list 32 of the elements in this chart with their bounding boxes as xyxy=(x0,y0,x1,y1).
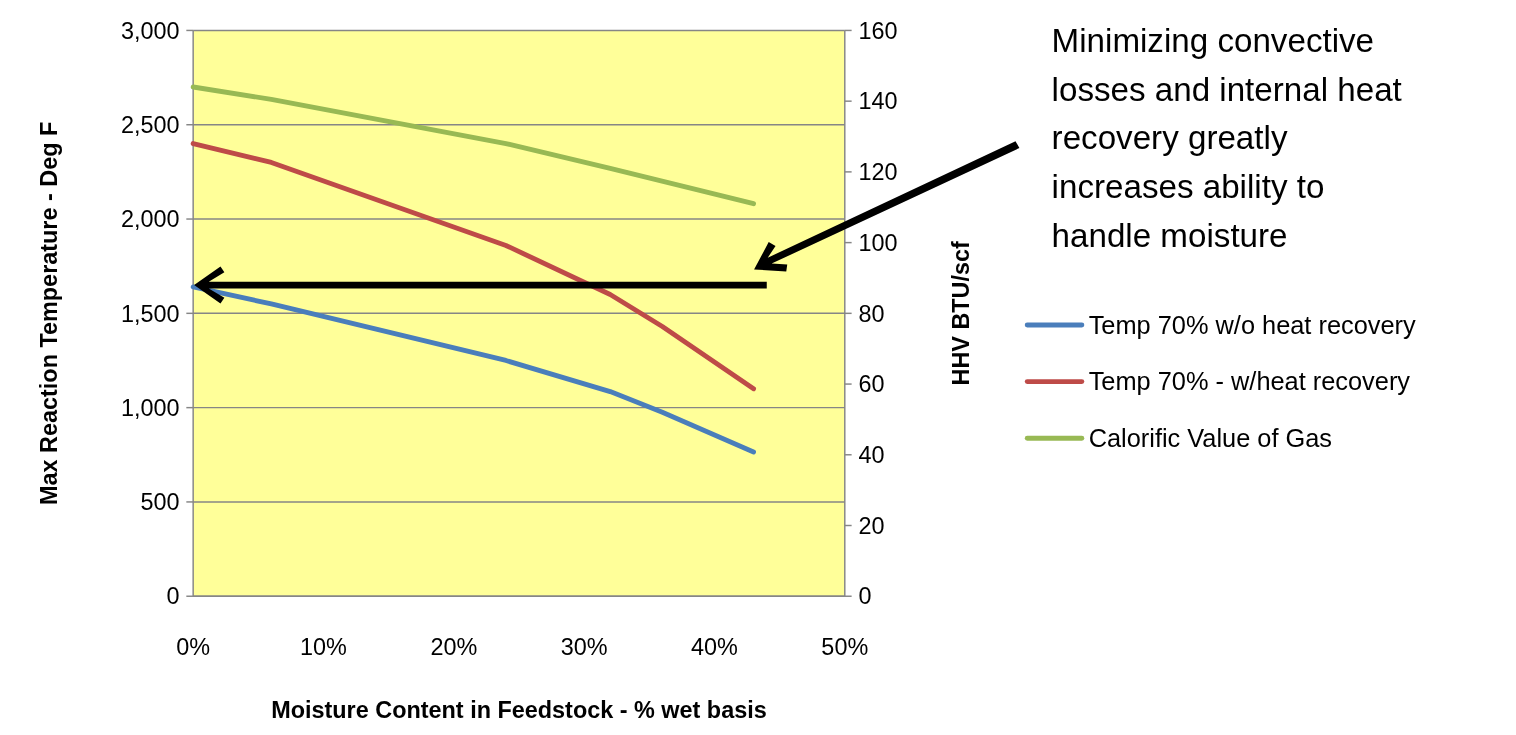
legend-label: Temp 70% - w/heat recovery xyxy=(1088,367,1411,396)
x-tick-label: 20% xyxy=(430,633,478,660)
y2-tick-label: 100 xyxy=(858,229,898,256)
x-axis-title: Moisture Content in Feedstock - % wet basis xyxy=(271,697,767,724)
line-series xyxy=(190,84,757,207)
x-tick-label: 40% xyxy=(691,633,738,660)
line-series xyxy=(190,141,757,392)
y-tick-label: 2,000 xyxy=(120,206,180,233)
y2-tick-label: 80 xyxy=(858,300,885,327)
legend-label: Temp 70% w/o heat recovery xyxy=(1088,310,1416,339)
y-tick-label: 0 xyxy=(166,583,180,610)
y2-tick-label: 0 xyxy=(858,583,872,610)
y2-tick-label: 120 xyxy=(858,159,898,186)
x-tick-label: 50% xyxy=(821,633,869,660)
y2-axis-title: HHV BTU/scf xyxy=(947,240,974,386)
y-tick-label: 3,000 xyxy=(120,17,180,44)
x-tick-label: 30% xyxy=(560,633,608,660)
y2-tick-label: 20 xyxy=(858,512,885,539)
x-tick-label: 10% xyxy=(300,633,347,660)
text: Minimizing convective losses and internal heat recovery greatly increases ability to handle moisture xyxy=(1051,21,1402,254)
y2-tick-label: 60 xyxy=(858,371,885,398)
y2-tick-label: 160 xyxy=(858,17,898,44)
legend-label: Calorific Value of Gas xyxy=(1088,424,1333,453)
y2-tick-label: 40 xyxy=(858,441,885,468)
y-tick-label: 500 xyxy=(140,489,180,516)
y-axis-title: Max Reaction Temperature - Deg F xyxy=(35,121,62,505)
y2-tick-label: 140 xyxy=(858,88,898,115)
y-tick-label: 1,500 xyxy=(120,300,180,327)
x-tick-label: 0% xyxy=(176,633,211,660)
y-tick-label: 2,500 xyxy=(120,111,180,138)
line-series xyxy=(190,284,757,455)
y-tick-label: 1,000 xyxy=(120,394,180,421)
